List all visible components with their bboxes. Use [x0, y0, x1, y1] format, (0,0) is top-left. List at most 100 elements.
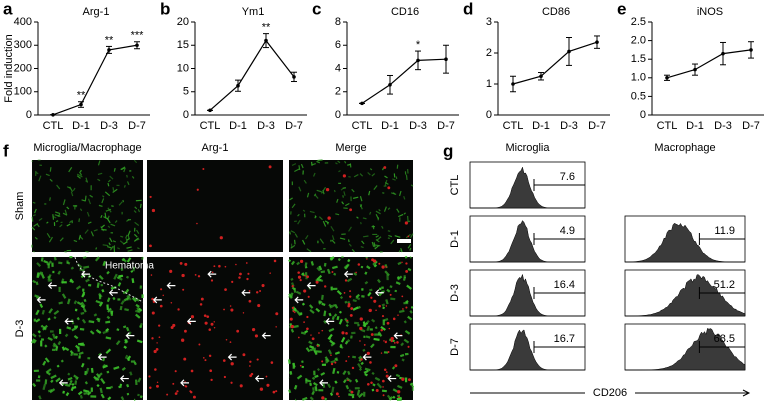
y-tick-label: 0.5 — [631, 90, 646, 102]
data-point — [292, 75, 296, 79]
cell — [52, 333, 56, 340]
x-axis-label: CD206 — [593, 387, 627, 399]
cell — [265, 375, 268, 378]
arrow — [36, 296, 46, 304]
histogram — [470, 220, 585, 263]
cell — [289, 231, 292, 235]
cell — [403, 212, 406, 215]
cell — [306, 327, 309, 331]
cell — [159, 304, 163, 308]
cell — [300, 163, 304, 169]
gate-value: 7.6 — [560, 171, 575, 183]
cell — [375, 210, 381, 215]
cell — [371, 173, 376, 177]
cell — [364, 373, 368, 377]
cell — [290, 292, 294, 298]
cell — [59, 237, 64, 242]
cell — [79, 327, 85, 331]
cell — [342, 174, 346, 178]
cell — [332, 265, 338, 270]
panel-letter: g — [443, 141, 453, 160]
cell — [291, 285, 294, 288]
cell — [150, 274, 153, 276]
cell — [126, 246, 132, 249]
cell — [334, 361, 337, 364]
cell — [53, 316, 57, 320]
cell — [385, 371, 388, 374]
cell — [351, 188, 355, 193]
cell — [373, 299, 377, 303]
cell — [183, 357, 187, 361]
cell — [126, 355, 132, 361]
cell — [366, 325, 371, 332]
cell — [343, 292, 346, 294]
cell — [259, 290, 262, 292]
cell — [94, 377, 98, 382]
y-tick-label: 2 — [486, 47, 492, 59]
cell — [256, 358, 259, 361]
cell — [78, 351, 84, 356]
y-tick-label: 0 — [335, 109, 341, 121]
cell — [81, 318, 87, 324]
cell — [59, 224, 63, 228]
cell — [342, 379, 347, 384]
cell — [139, 322, 143, 328]
cell — [113, 273, 118, 280]
cell — [115, 340, 121, 346]
cell — [66, 261, 71, 265]
cell — [311, 376, 316, 380]
cell — [321, 396, 325, 400]
cell — [106, 297, 111, 303]
cell — [46, 221, 49, 224]
column-header: Microglia — [505, 142, 550, 154]
cell — [345, 332, 348, 335]
cell — [332, 367, 336, 375]
cell — [61, 346, 66, 351]
cell — [328, 312, 332, 317]
cell — [309, 396, 314, 401]
cell — [73, 334, 79, 340]
y-tick-label: 4 — [335, 62, 341, 74]
cell — [38, 217, 43, 222]
cell — [125, 288, 130, 293]
cell — [407, 315, 413, 321]
cell — [378, 304, 381, 308]
cell — [380, 325, 386, 331]
cell — [120, 267, 124, 272]
cell — [371, 258, 375, 262]
cell — [405, 299, 409, 304]
cell — [362, 348, 366, 352]
cell — [388, 234, 393, 238]
row-label: D-3 — [14, 320, 26, 338]
cell — [49, 167, 52, 172]
arrow — [97, 353, 107, 361]
cell — [407, 243, 412, 249]
cell — [360, 245, 364, 249]
cell — [42, 360, 47, 366]
cell — [321, 302, 326, 306]
cell — [363, 235, 369, 238]
cell — [210, 378, 213, 382]
x-tick-label: D-3 — [560, 120, 578, 132]
cell — [387, 350, 390, 353]
cell — [136, 307, 140, 313]
cell — [78, 234, 81, 240]
cell — [345, 384, 350, 390]
arrow — [362, 353, 372, 361]
cell — [313, 349, 318, 356]
significance: ** — [262, 22, 271, 34]
cell — [327, 333, 333, 340]
cell — [292, 310, 295, 313]
cell — [303, 179, 307, 184]
cell — [290, 277, 294, 281]
cell — [224, 288, 227, 291]
cell — [84, 229, 89, 234]
cell — [156, 381, 159, 384]
arrow — [325, 317, 335, 325]
x-tick-label: CTL — [503, 120, 524, 132]
cell — [387, 207, 391, 210]
cell — [344, 300, 348, 304]
cell — [302, 239, 306, 245]
cell — [116, 274, 123, 280]
cell — [86, 391, 92, 396]
